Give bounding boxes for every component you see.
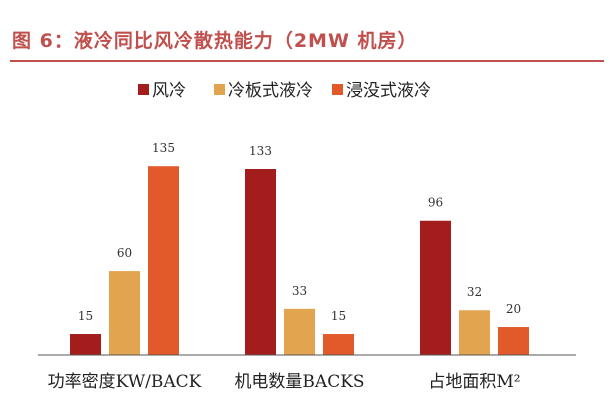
- data-label-1-2: 60: [117, 246, 132, 260]
- data-labels: 15 60 135 133 33 15 96 32 20: [78, 141, 521, 323]
- data-label-1-1: 15: [78, 309, 93, 323]
- bar-1-3: [148, 166, 179, 355]
- data-label-3-1: 96: [428, 196, 443, 210]
- legend-swatch-2: [214, 84, 225, 95]
- legend-label-1: 风冷: [152, 81, 186, 101]
- category-label-3: 占地面积M²: [428, 372, 520, 392]
- bar-3-1: [420, 220, 451, 355]
- bar-2-3: [323, 334, 354, 355]
- bar-1-2: [109, 271, 140, 355]
- title-divider: [10, 60, 604, 62]
- bar-series: [70, 166, 529, 355]
- category-labels: 功率密度KW/BACK 机电数量BACKS 占地面积M²: [48, 372, 521, 392]
- legend-label-2: 冷板式液冷: [228, 81, 313, 101]
- category-label-1: 功率密度KW/BACK: [48, 372, 202, 392]
- data-label-2-1: 133: [249, 144, 272, 158]
- legend-label-3: 浸没式液冷: [346, 81, 431, 101]
- bar-3-2: [459, 310, 490, 355]
- figure-title: 图 6：液冷同比风冷散热能力（2MW 机房）: [12, 30, 418, 52]
- legend-swatch-1: [138, 84, 149, 95]
- data-label-1-3: 135: [152, 141, 175, 155]
- data-label-3-3: 20: [506, 302, 521, 316]
- bar-3-3: [498, 327, 529, 355]
- category-label-2: 机电数量BACKS: [234, 372, 364, 392]
- data-label-3-2: 32: [467, 285, 482, 299]
- data-label-2-2: 33: [292, 284, 307, 298]
- bar-2-2: [284, 308, 315, 355]
- data-label-2-3: 15: [331, 309, 346, 323]
- bar-1-1: [70, 334, 101, 355]
- chart-legend: 风冷 冷板式液冷 浸没式液冷: [138, 81, 431, 101]
- legend-swatch-3: [332, 84, 343, 95]
- bar-2-1: [245, 169, 276, 355]
